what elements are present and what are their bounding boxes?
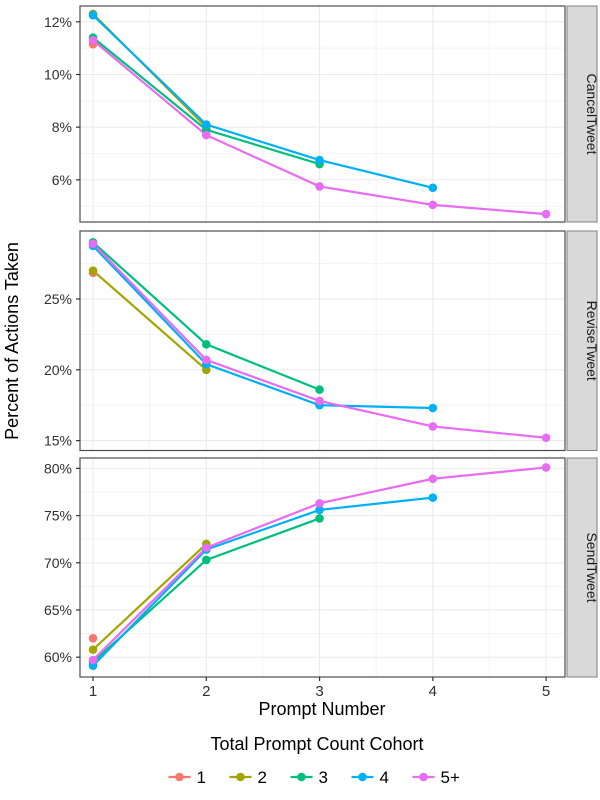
y-tick-label: 20% xyxy=(44,362,72,378)
legend-label-1: 1 xyxy=(197,768,206,787)
x-axis-title: Prompt Number xyxy=(258,699,385,719)
data-point-cohort-5+ xyxy=(315,396,324,406)
x-tick-label: 1 xyxy=(89,683,97,700)
panel-border-sendtweet xyxy=(79,457,566,678)
data-point-cohort-3 xyxy=(315,514,324,523)
data-point-cohort-5+ xyxy=(88,239,98,249)
facet-strip-label-sendtweet: SendTweet xyxy=(584,532,600,602)
y-tick-label: 60% xyxy=(44,649,72,665)
data-point-cohort-3 xyxy=(201,555,211,565)
panel-border-canceltweet xyxy=(79,5,566,223)
facet-strip-label-canceltweet: CancelTweet xyxy=(584,74,600,155)
x-tick-label: 5 xyxy=(542,683,550,700)
data-point-cohort-5+ xyxy=(541,209,551,219)
legend-key-point-3 xyxy=(297,772,306,782)
legend-item-4: 4 xyxy=(351,768,389,787)
data-point-cohort-5+ xyxy=(541,433,551,443)
legend-label-3: 3 xyxy=(319,768,328,787)
legend-key-point-4 xyxy=(358,772,367,782)
data-point-cohort-4 xyxy=(315,155,324,165)
data-point-cohort-5+ xyxy=(88,35,98,45)
y-tick-label: 6% xyxy=(52,172,72,188)
data-point-cohort-1 xyxy=(88,633,98,643)
data-point-cohort-5+ xyxy=(541,463,551,472)
data-point-cohort-5+ xyxy=(201,130,211,140)
data-point-cohort-5+ xyxy=(428,200,438,210)
panel-revisetweet xyxy=(80,231,565,451)
legend-key-point-2 xyxy=(236,772,245,782)
y-tick-label: 15% xyxy=(44,433,72,449)
data-point-cohort-5+ xyxy=(428,422,438,431)
data-point-cohort-5+ xyxy=(201,355,211,365)
data-point-cohort-5+ xyxy=(428,474,438,484)
y-tick-label: 65% xyxy=(44,602,72,618)
series-line-cohort-4 xyxy=(92,496,433,667)
data-point-cohort-4 xyxy=(201,120,211,129)
panel-sendtweet xyxy=(80,458,565,677)
y-tick-label: 70% xyxy=(44,555,72,571)
legend-label-4: 4 xyxy=(380,768,389,787)
series-line-cohort-4 xyxy=(92,245,433,410)
data-point-cohort-2 xyxy=(88,266,98,275)
data-point-cohort-3 xyxy=(315,385,324,394)
data-point-cohort-3 xyxy=(201,339,211,349)
facet-strip-revisetweet xyxy=(566,230,598,451)
data-point-cohort-5+ xyxy=(201,543,211,552)
y-axis-title: Percent of Actions Taken xyxy=(2,242,22,440)
y-tick-label: 10% xyxy=(44,66,72,82)
data-point-cohort-5+ xyxy=(88,655,98,665)
y-tick-label: 75% xyxy=(44,508,72,524)
panel-canceltweet xyxy=(80,6,565,222)
series-line-cohort-2 xyxy=(92,543,208,651)
data-point-cohort-2 xyxy=(88,645,98,654)
chart-generated-content: 6% 8% 10% 12% CancelTweet 15% 20% 25% ReviseTwee… xyxy=(44,5,600,787)
facet-strip-sendtweet xyxy=(566,457,598,678)
y-tick-label: 8% xyxy=(52,119,72,135)
legend-key-point-1 xyxy=(175,772,184,782)
legend-label-5+: 5+ xyxy=(441,768,460,787)
data-point-cohort-5+ xyxy=(315,182,324,191)
data-point-cohort-4 xyxy=(88,10,98,20)
legend-label-2: 2 xyxy=(258,768,267,787)
y-tick-label: 25% xyxy=(44,291,72,307)
legend-item-3: 3 xyxy=(290,768,328,787)
legend-item-1: 1 xyxy=(168,768,206,787)
x-tick-label: 2 xyxy=(202,683,210,700)
y-tick-label: 80% xyxy=(44,460,72,476)
y-tick-label: 12% xyxy=(44,14,72,30)
panel-border-revisetweet xyxy=(79,230,566,452)
data-point-cohort-4 xyxy=(428,183,438,193)
data-point-cohort-4 xyxy=(428,403,438,413)
data-point-cohort-4 xyxy=(315,505,324,515)
data-point-cohort-4 xyxy=(428,493,438,502)
legend-item-5+: 5+ xyxy=(412,768,460,787)
facet-strip-label-revisetweet: ReviseTweet xyxy=(584,301,600,381)
legend-key-point-5+ xyxy=(419,772,428,782)
x-tick-label: 4 xyxy=(429,683,437,700)
data-point-cohort-5+ xyxy=(315,499,324,508)
legend-item-2: 2 xyxy=(229,768,267,787)
facet-strip-canceltweet xyxy=(566,5,598,223)
series-line-cohort-4 xyxy=(92,14,434,189)
series-line-cohort-2 xyxy=(92,269,208,371)
x-tick-label: 3 xyxy=(315,683,323,700)
legend-title: Total Prompt Count Cohort xyxy=(210,734,423,754)
